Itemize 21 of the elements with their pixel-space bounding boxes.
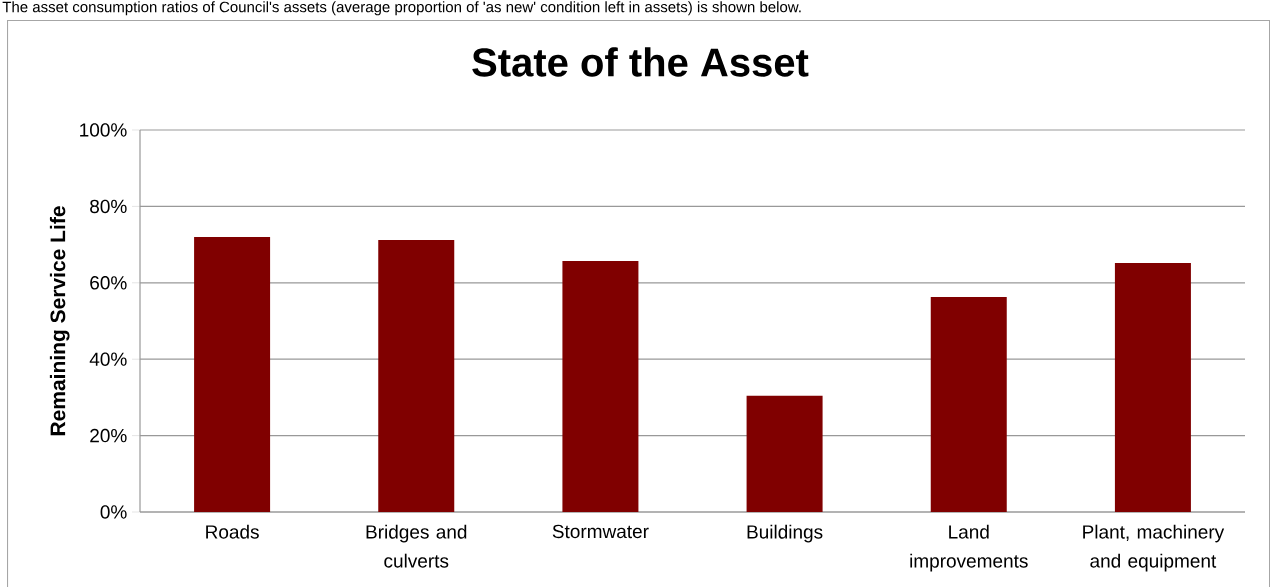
text: The asset consumption ratios of Council's assets (average proportion of 'as new' condition left in assets) is shown below. (2, 1, 801, 16)
x-tick-label: Plant, machinery and equipment (1083, 524, 1225, 572)
bar (746, 395, 823, 512)
bar (1114, 262, 1191, 512)
y-axis-title: Remaining Service Life (49, 206, 70, 436)
y-tick-label: 0% (100, 505, 127, 519)
y-tick-label: 60% (90, 276, 127, 290)
y-tick-label: 40% (89, 352, 127, 366)
y-tick-label: 100% (80, 123, 127, 137)
x-tick-label: Roads (206, 524, 259, 539)
y-tick-label: 80% (90, 199, 127, 214)
x-tick-label: Land improvements (910, 524, 1028, 572)
bar (378, 240, 455, 512)
y-tick-label: 20% (90, 428, 127, 443)
x-tick-label: Stormwater (552, 524, 649, 539)
x-tick-label: Buildings (747, 524, 823, 543)
bar (194, 236, 271, 512)
bar (930, 296, 1007, 512)
bar (562, 261, 639, 512)
x-tick-label: Bridges and culverts (366, 524, 467, 568)
chart-title: State of the Asset (472, 47, 809, 77)
